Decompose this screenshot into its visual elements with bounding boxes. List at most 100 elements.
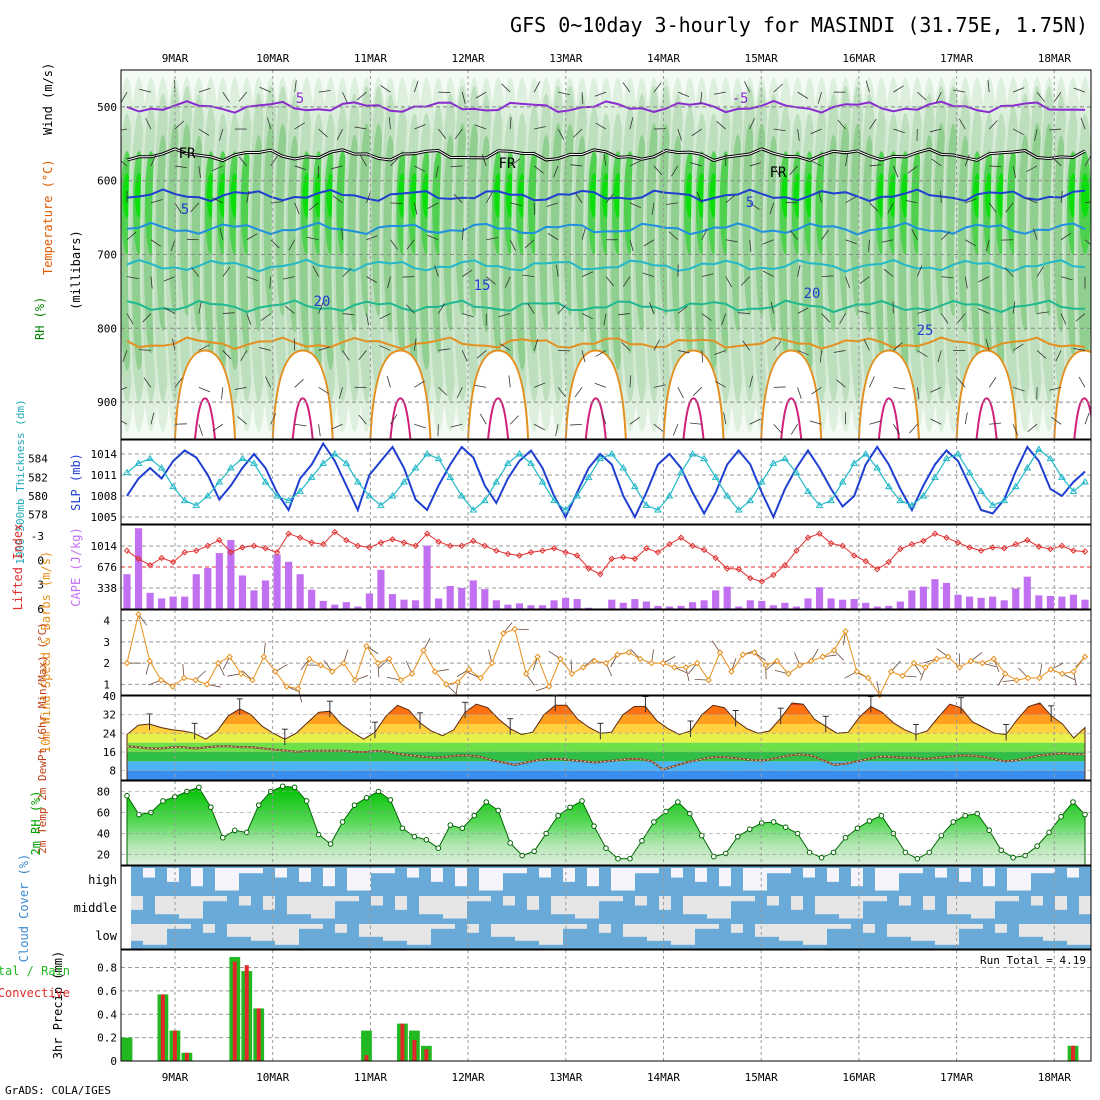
cloud-cell [767,868,779,874]
rh-fill-group [121,781,1091,865]
wind-barb [809,420,822,425]
cloud-cell [1031,924,1043,937]
cloud-cell [575,924,587,929]
wind-barb [917,91,927,101]
wind-barb [917,309,929,314]
wind-barb [837,119,846,130]
cloud-cell [851,868,863,887]
cloud-cell [239,896,251,906]
lifted-index-point [1024,536,1031,544]
thickness-tick-label: 582 [28,471,48,484]
wind-barb [318,424,321,437]
wind-barb [714,350,726,355]
slp-tick-label: 1008 [91,490,118,503]
wind-barb [150,154,157,167]
wind-barb [450,165,463,168]
wind-barb [810,160,822,167]
thickness-point [1069,487,1078,494]
rh-point [639,838,645,844]
wind-barb [570,164,583,167]
cloud-cell [671,924,683,945]
wind-speed-point [830,647,838,654]
panel-frame [120,439,1092,525]
rh-point [974,810,981,817]
wind-speed-point [431,668,439,675]
wind-barb [797,264,801,277]
lifted-index-point [1081,548,1089,555]
cape-bar [1000,600,1008,609]
cape-tick-label: 338 [97,582,117,595]
rh-tick-label: 40 [97,828,110,841]
wind-barb [859,276,870,285]
cape-bar [515,603,524,609]
rh-point [687,810,693,817]
cloud-cell [191,896,203,919]
wind-barb [294,165,307,171]
rh-point [603,845,609,852]
cape-tick-label: 1014 [91,540,118,553]
wind-barb [360,155,367,167]
isotherm-line [126,299,1086,314]
cloud-cell [647,868,659,874]
wind-speed-point [386,655,393,663]
lifted-index-point [874,566,881,573]
thickness-point [307,473,316,480]
wind-barb [857,310,870,314]
wind-speed-point [922,664,929,671]
wind-barb [259,86,271,93]
thickness-point [677,468,685,476]
lifted-index-point [977,547,985,554]
cape-bar [839,599,847,609]
rh-point [1070,799,1076,805]
wind-barb [978,276,990,283]
wind-barb [548,650,561,660]
wind-speed-point [226,653,233,660]
lifted-axis-title: Lifted Index [11,524,25,611]
wind-barb [486,237,499,241]
cape-bar [527,605,535,609]
cape-bar [562,597,570,609]
cloud-cell [563,924,575,929]
wind-barb [988,120,998,130]
cloud-cell [1031,896,1043,906]
wind-barb [461,92,466,104]
wind-barb [270,155,278,167]
wind-speed-point [203,681,211,688]
lifted-index-point [181,549,188,556]
lifted-index-point [308,539,315,546]
wind-barb [434,265,439,277]
wind-barb [749,202,760,210]
wind-barb [1055,350,1062,362]
rh-point [255,802,262,808]
warm-lobe [760,349,823,439]
wind-speed-point [728,668,735,675]
wind-barb [651,202,655,215]
wind-barb [692,387,703,396]
panel-frame [120,609,1092,696]
wind-speed-point [842,628,849,635]
wind-barb [358,414,367,425]
wind-barb [595,350,607,357]
temperature-band [127,703,1085,706]
thickness-point [665,492,674,499]
precip-convective-bar [172,1030,177,1061]
cloud-cell [299,896,311,915]
wind-barb [342,350,350,361]
wind-barb [476,350,487,359]
cape-bar [908,590,916,609]
thickness-point [596,454,605,462]
cloud-cell [635,924,647,937]
wind-barb [378,658,390,669]
wind-barb [594,382,607,388]
date-tick-top: 11MAR [354,52,387,65]
cape-bar [538,605,547,609]
thickness-point [261,478,270,485]
rh-point [459,825,466,832]
wind-barb [427,202,439,209]
wind-barb [121,420,128,425]
cloud-cell [515,924,527,941]
wind-barb [390,414,398,425]
pressure-tick-label: 900 [97,396,117,409]
wind-barb [1036,91,1045,102]
wind-barb [931,158,942,167]
